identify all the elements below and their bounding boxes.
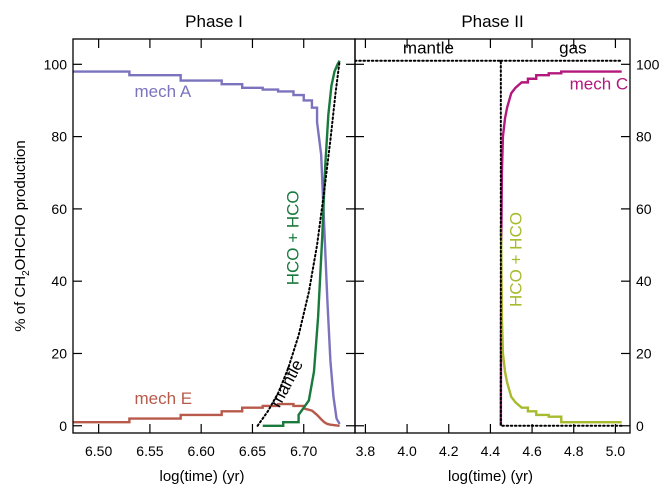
x-axis-title: log(time) (yr) bbox=[448, 468, 533, 485]
panel-1: 6.50 6.55 6.60 6.65 6.70 0 20 40 60 80 100 Phase I l… bbox=[12, 12, 356, 485]
y-tick-label: 0 bbox=[59, 418, 67, 434]
x-tick-label: 4.4 bbox=[481, 443, 501, 459]
series-mantle bbox=[355, 59, 623, 427]
y-tick-label: 20 bbox=[51, 345, 67, 361]
x-tick-label: 3.8 bbox=[356, 443, 376, 459]
y-tick-label-right: 40 bbox=[636, 273, 652, 289]
y-tick-label-right: 80 bbox=[636, 129, 652, 145]
y-tick-label-right: 0 bbox=[636, 418, 644, 434]
x-tick-label: 4.2 bbox=[439, 443, 459, 459]
x-tick-label: 4.6 bbox=[522, 443, 542, 459]
annotation-hco-hco: HCO + HCO bbox=[284, 190, 303, 285]
y-tick-label-right: 100 bbox=[636, 56, 660, 72]
x-axis-title: log(time) (yr) bbox=[160, 468, 245, 485]
plot-frame bbox=[354, 38, 631, 434]
annotation-hco-hco: HCO + HCO bbox=[507, 212, 526, 307]
panel-title: Phase I bbox=[185, 12, 243, 31]
annotation-mech-a: mech A bbox=[135, 82, 192, 101]
series-mech-c bbox=[499, 70, 622, 426]
x-tick-label: 6.60 bbox=[188, 443, 215, 459]
y-tick-label-right: 20 bbox=[636, 345, 652, 361]
series-hco-hco bbox=[499, 226, 622, 424]
annotation-gas: gas bbox=[559, 38, 586, 57]
y-axis-title: % of CH2OHCHO production bbox=[12, 140, 32, 331]
x-tick-label: 6.65 bbox=[239, 443, 266, 459]
series-mech-e bbox=[73, 402, 340, 427]
panel-2: 3.8 4.0 4.2 4.4 4.6 4.8 5.0 0 20 40 60 80 100 Phase I… bbox=[354, 12, 660, 485]
annotation-mech-c: mech C bbox=[570, 75, 629, 94]
x-tick-label: 6.70 bbox=[290, 443, 317, 459]
annotation-mantle: mantle bbox=[403, 38, 454, 57]
y-axis-title-part: % of CH bbox=[12, 276, 29, 332]
y-tick-label-right: 60 bbox=[636, 201, 652, 217]
series-hco-hco bbox=[262, 60, 341, 427]
x-tick-label: 4.8 bbox=[564, 443, 584, 459]
series-mech-a bbox=[73, 70, 341, 425]
y-tick-label: 80 bbox=[51, 129, 67, 145]
y-axis-title-part: OHCHO production bbox=[12, 140, 29, 270]
x-tick-label: 6.50 bbox=[85, 443, 112, 459]
x-tick-label: 6.55 bbox=[136, 443, 163, 459]
panel-title: Phase II bbox=[461, 12, 523, 31]
x-tick-label: 5.0 bbox=[606, 443, 626, 459]
series-mantle bbox=[256, 59, 341, 427]
y-tick-label: 60 bbox=[51, 201, 67, 217]
annotation-mech-e: mech E bbox=[135, 389, 193, 408]
y-tick-label: 40 bbox=[51, 273, 67, 289]
annotation-mantle: mantle bbox=[266, 356, 307, 410]
y-tick-label: 100 bbox=[44, 56, 68, 72]
y-axis-title-subscript: 2 bbox=[21, 270, 32, 276]
x-tick-label: 4.0 bbox=[397, 443, 417, 459]
